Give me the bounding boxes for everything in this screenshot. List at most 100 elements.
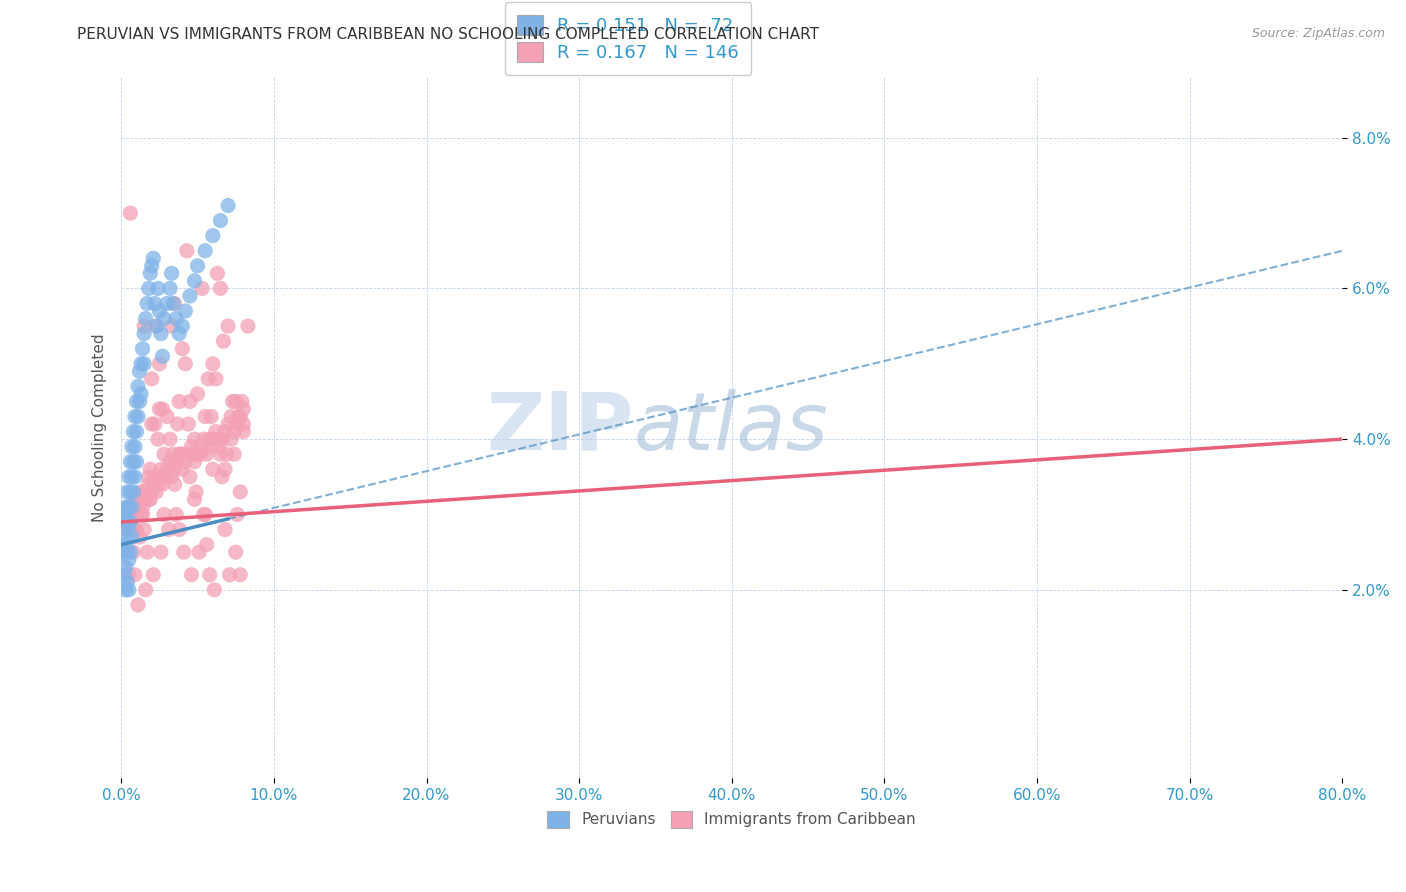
- Point: [188, 545, 211, 559]
- Point: [125, 508, 148, 522]
- Point: [179, 289, 201, 303]
- Point: [174, 304, 197, 318]
- Point: [176, 244, 198, 258]
- Point: [177, 417, 200, 431]
- Point: [120, 515, 142, 529]
- Point: [211, 432, 233, 446]
- Point: [209, 213, 232, 227]
- Point: [148, 357, 170, 371]
- Point: [172, 319, 194, 334]
- Point: [172, 342, 194, 356]
- Point: [120, 515, 142, 529]
- Point: [134, 492, 156, 507]
- Point: [128, 492, 150, 507]
- Y-axis label: No Schooling Completed: No Schooling Completed: [93, 334, 107, 522]
- Point: [201, 432, 224, 446]
- Point: [186, 447, 208, 461]
- Point: [114, 545, 136, 559]
- Point: [155, 470, 177, 484]
- Text: atlas: atlas: [634, 389, 830, 467]
- Text: ZIP: ZIP: [486, 389, 634, 467]
- Point: [118, 500, 141, 514]
- Point: [148, 470, 170, 484]
- Point: [195, 538, 218, 552]
- Point: [129, 387, 152, 401]
- Point: [121, 440, 143, 454]
- Point: [205, 372, 228, 386]
- Point: [236, 319, 259, 334]
- Point: [159, 281, 181, 295]
- Point: [165, 508, 187, 522]
- Point: [209, 447, 232, 461]
- Point: [190, 440, 212, 454]
- Point: [125, 455, 148, 469]
- Point: [197, 372, 219, 386]
- Point: [135, 311, 157, 326]
- Point: [142, 567, 165, 582]
- Point: [138, 470, 160, 484]
- Point: [226, 417, 249, 431]
- Point: [111, 545, 134, 559]
- Point: [165, 311, 187, 326]
- Point: [214, 462, 236, 476]
- Point: [120, 545, 142, 559]
- Point: [194, 409, 217, 424]
- Point: [180, 567, 202, 582]
- Point: [167, 523, 190, 537]
- Point: [181, 447, 204, 461]
- Point: [121, 500, 143, 514]
- Point: [112, 567, 135, 582]
- Point: [195, 447, 218, 461]
- Point: [145, 319, 167, 334]
- Point: [156, 409, 179, 424]
- Point: [118, 523, 141, 537]
- Point: [142, 252, 165, 266]
- Point: [156, 462, 179, 476]
- Point: [134, 357, 156, 371]
- Point: [125, 523, 148, 537]
- Point: [112, 508, 135, 522]
- Point: [139, 492, 162, 507]
- Point: [174, 455, 197, 469]
- Point: [214, 523, 236, 537]
- Point: [229, 484, 252, 499]
- Point: [149, 462, 172, 476]
- Point: [122, 455, 145, 469]
- Point: [179, 394, 201, 409]
- Point: [193, 432, 215, 446]
- Point: [208, 440, 231, 454]
- Text: Source: ZipAtlas.com: Source: ZipAtlas.com: [1251, 27, 1385, 40]
- Point: [157, 523, 180, 537]
- Point: [153, 470, 176, 484]
- Point: [163, 296, 186, 310]
- Point: [117, 545, 139, 559]
- Point: [122, 523, 145, 537]
- Point: [134, 523, 156, 537]
- Point: [232, 402, 254, 417]
- Point: [177, 447, 200, 461]
- Point: [153, 508, 176, 522]
- Point: [114, 582, 136, 597]
- Point: [128, 530, 150, 544]
- Point: [219, 432, 242, 446]
- Point: [118, 567, 141, 582]
- Point: [221, 394, 243, 409]
- Point: [124, 470, 146, 484]
- Point: [217, 319, 239, 334]
- Point: [117, 575, 139, 590]
- Text: PERUVIAN VS IMMIGRANTS FROM CARIBBEAN NO SCHOOLING COMPLETED CORRELATION CHART: PERUVIAN VS IMMIGRANTS FROM CARIBBEAN NO…: [77, 27, 820, 42]
- Point: [131, 500, 153, 514]
- Point: [122, 484, 145, 499]
- Point: [160, 319, 183, 334]
- Point: [202, 582, 225, 597]
- Point: [129, 508, 152, 522]
- Point: [124, 567, 146, 582]
- Point: [229, 409, 252, 424]
- Point: [114, 500, 136, 514]
- Point: [194, 244, 217, 258]
- Point: [163, 462, 186, 476]
- Point: [170, 447, 193, 461]
- Point: [122, 425, 145, 439]
- Point: [148, 304, 170, 318]
- Point: [120, 206, 142, 220]
